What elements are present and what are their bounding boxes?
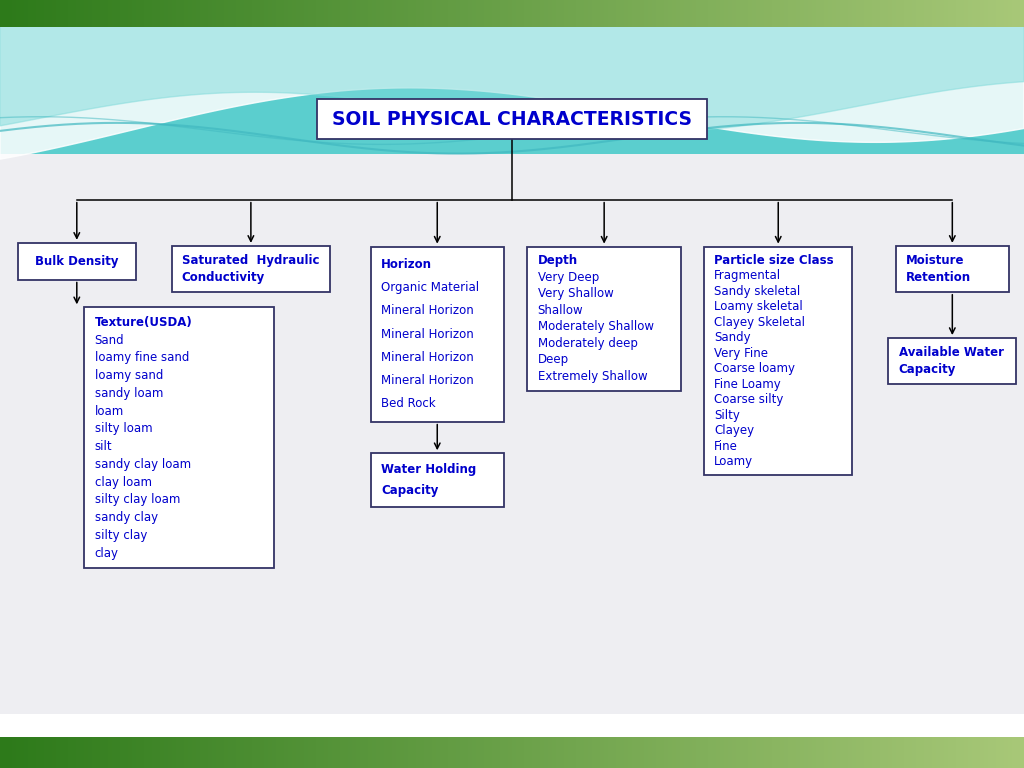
- Text: Conductivity: Conductivity: [182, 271, 265, 283]
- Bar: [896, 246, 1009, 292]
- Bar: [84, 307, 273, 568]
- Text: Clayey: Clayey: [715, 424, 755, 437]
- Bar: [317, 99, 707, 139]
- Text: Sandy skeletal: Sandy skeletal: [715, 285, 801, 298]
- Bar: [17, 243, 135, 280]
- Text: Horizon: Horizon: [381, 258, 432, 271]
- Text: silt: silt: [94, 440, 113, 453]
- Text: Clayey Skeletal: Clayey Skeletal: [715, 316, 805, 329]
- Text: loam: loam: [94, 405, 124, 418]
- Text: Silty: Silty: [715, 409, 740, 422]
- Text: Saturated  Hydraulic: Saturated Hydraulic: [182, 254, 319, 266]
- Text: Water Holding: Water Holding: [381, 463, 476, 476]
- Text: Mineral Horizon: Mineral Horizon: [381, 351, 474, 364]
- Text: Mineral Horizon: Mineral Horizon: [381, 374, 474, 387]
- Text: Mineral Horizon: Mineral Horizon: [381, 304, 474, 317]
- Text: Moisture: Moisture: [906, 254, 965, 266]
- Text: Depth: Depth: [538, 254, 578, 267]
- Text: sandy clay: sandy clay: [94, 511, 158, 525]
- Text: Loamy skeletal: Loamy skeletal: [715, 300, 803, 313]
- Text: SOIL PHYSICAL CHARACTERISTICS: SOIL PHYSICAL CHARACTERISTICS: [332, 110, 692, 128]
- Bar: [0, 0, 1024, 154]
- Text: Fine: Fine: [715, 439, 738, 452]
- Text: clay: clay: [94, 547, 119, 560]
- Text: sandy loam: sandy loam: [94, 387, 163, 400]
- Text: Available Water: Available Water: [899, 346, 1004, 359]
- Text: Mineral Horizon: Mineral Horizon: [381, 328, 474, 340]
- Text: Fragmental: Fragmental: [715, 270, 781, 283]
- Text: silty loam: silty loam: [94, 422, 153, 435]
- Text: Capacity: Capacity: [381, 484, 438, 497]
- Bar: [889, 338, 1016, 384]
- Text: Sand: Sand: [94, 333, 124, 346]
- Text: Deep: Deep: [538, 353, 568, 366]
- Text: Fine Loamy: Fine Loamy: [715, 378, 781, 391]
- Bar: [527, 247, 681, 391]
- Text: loamy fine sand: loamy fine sand: [94, 351, 189, 364]
- Text: Very Fine: Very Fine: [715, 346, 768, 359]
- Text: Retention: Retention: [906, 271, 972, 283]
- Text: Bulk Density: Bulk Density: [35, 255, 119, 267]
- Text: Extremely Shallow: Extremely Shallow: [538, 370, 647, 383]
- Bar: [371, 247, 504, 422]
- Text: Texture(USDA): Texture(USDA): [94, 316, 193, 329]
- Text: Capacity: Capacity: [899, 363, 956, 376]
- Text: Coarse loamy: Coarse loamy: [715, 362, 796, 376]
- Text: clay loam: clay loam: [94, 475, 152, 488]
- Text: silty clay loam: silty clay loam: [94, 494, 180, 506]
- Text: Sandy: Sandy: [715, 331, 751, 344]
- Text: Moderately Shallow: Moderately Shallow: [538, 320, 653, 333]
- Text: Shallow: Shallow: [538, 304, 584, 317]
- Text: Very Deep: Very Deep: [538, 271, 599, 284]
- Text: loamy sand: loamy sand: [94, 369, 163, 382]
- Text: Moderately deep: Moderately deep: [538, 337, 638, 350]
- Text: Loamy: Loamy: [715, 455, 754, 468]
- Text: Particle size Class: Particle size Class: [715, 254, 834, 267]
- Bar: [371, 453, 504, 507]
- Bar: [171, 246, 330, 292]
- Bar: [705, 247, 852, 475]
- Text: Bed Rock: Bed Rock: [381, 397, 435, 410]
- Text: Organic Material: Organic Material: [381, 281, 479, 294]
- Text: Very Shallow: Very Shallow: [538, 287, 613, 300]
- Text: sandy clay loam: sandy clay loam: [94, 458, 190, 471]
- Text: silty clay: silty clay: [94, 529, 147, 542]
- Text: Coarse silty: Coarse silty: [715, 393, 783, 406]
